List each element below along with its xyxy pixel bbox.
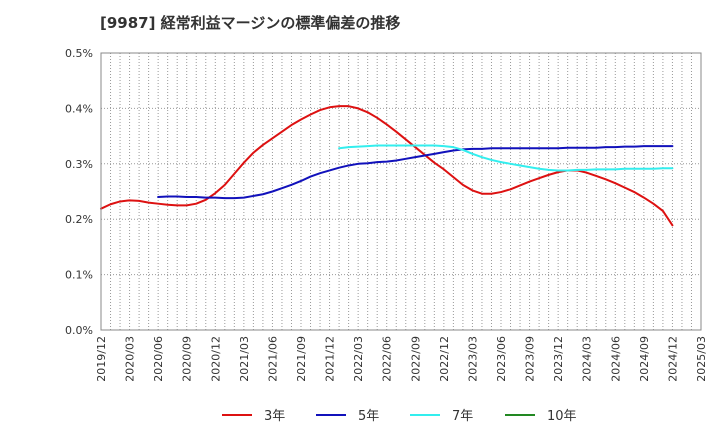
legend: 3年 5年 7年 10年 — [222, 409, 577, 424]
series-layer — [100, 105, 674, 227]
x-tick-label: 2021/09 — [295, 336, 308, 382]
series-line-2 — [157, 145, 674, 200]
x-tick-label: 2023/03 — [466, 336, 479, 382]
x-tick-label: 2023/09 — [524, 336, 537, 382]
x-tick-label: 2020/06 — [152, 336, 165, 382]
x-tick-label: 2022/09 — [409, 336, 422, 382]
x-tick-label: 2024/03 — [581, 336, 594, 382]
x-tick-label: 2020/09 — [181, 336, 194, 382]
legend-label: 3年 — [264, 409, 285, 424]
chart-title: [9987] 経常利益マージンの標準偏差の推移 — [100, 14, 401, 32]
y-tick-label: 0.2% — [65, 213, 93, 226]
y-axis: 0.0% 0.1% 0.2% 0.3% 0.4% 0.5% — [65, 47, 93, 337]
y-tick-label: 0.5% — [65, 47, 93, 60]
y-tick-label: 0.0% — [65, 324, 93, 337]
grid-layer — [101, 53, 701, 330]
legend-label: 7年 — [452, 409, 473, 424]
x-tick-label: 2021/12 — [324, 336, 337, 382]
legend-label: 10年 — [547, 409, 577, 424]
x-tick-label: 2023/12 — [552, 336, 565, 382]
x-tick-label: 2021/03 — [238, 336, 251, 382]
x-tick-label: 2019/12 — [95, 336, 108, 382]
x-tick-label: 2022/06 — [381, 336, 394, 382]
x-tick-label: 2020/03 — [124, 336, 137, 382]
y-tick-label: 0.3% — [65, 158, 93, 171]
plot-frame — [100, 52, 702, 331]
legend-label: 5年 — [358, 409, 379, 424]
x-tick-label: 2020/12 — [209, 336, 222, 382]
x-tick-label: 2025/03 — [695, 336, 708, 382]
series-line-1 — [100, 105, 674, 227]
x-tick-label: 2022/12 — [438, 336, 451, 382]
x-tick-label: 2023/06 — [495, 336, 508, 382]
series-line-3 — [338, 144, 674, 172]
x-tick-label: 2024/12 — [666, 336, 679, 382]
x-tick-label: 2024/09 — [638, 336, 651, 382]
x-tick-label: 2021/06 — [266, 336, 279, 382]
x-axis: 2019/12 2020/03 2020/06 2020/09 2020/12 2021/… — [95, 336, 708, 382]
y-tick-label: 0.1% — [65, 269, 93, 282]
y-tick-label: 0.4% — [65, 102, 93, 115]
x-tick-label: 2024/06 — [609, 336, 622, 382]
x-tick-label: 2022/03 — [352, 336, 365, 382]
